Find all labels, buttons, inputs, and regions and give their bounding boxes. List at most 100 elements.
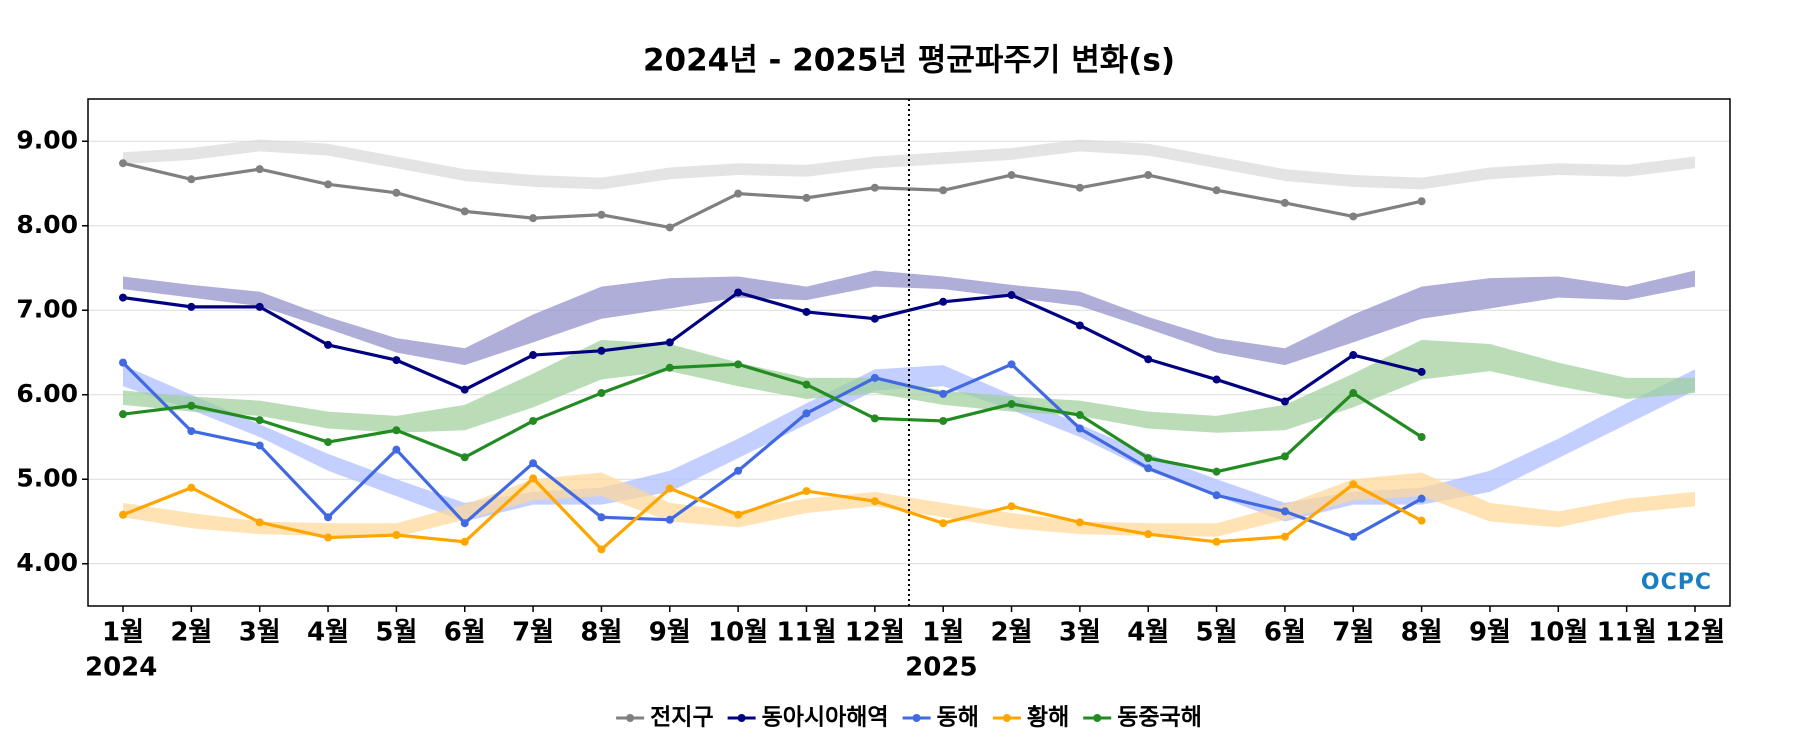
- y-tick-label: 5.00: [16, 463, 78, 492]
- legend-label: 동중국해: [1117, 705, 1202, 731]
- x-tick-label: 6월: [444, 618, 486, 648]
- point: [187, 302, 196, 311]
- point: [870, 497, 879, 506]
- point: [255, 518, 264, 527]
- year-label: 2025: [905, 653, 977, 683]
- point: [460, 537, 469, 546]
- point: [255, 165, 264, 174]
- point: [665, 515, 674, 524]
- point: [734, 360, 743, 369]
- x-tick-label: 1월: [102, 618, 144, 648]
- point: [665, 484, 674, 493]
- x-tick-label: 5월: [375, 618, 417, 648]
- point: [529, 214, 538, 223]
- legend-item: 동중국해: [1083, 705, 1202, 731]
- point: [597, 389, 606, 398]
- point: [1212, 491, 1221, 500]
- point: [870, 373, 879, 382]
- range-band: [123, 270, 1695, 366]
- x-tick-label: 3월: [1059, 618, 1101, 648]
- y-tick-label: 8.00: [16, 210, 78, 239]
- legend-item: 동해: [902, 705, 979, 731]
- x-tick-label: 1월: [922, 618, 964, 648]
- legend-item: 전지구: [616, 705, 714, 731]
- x-tick-label: 4월: [1127, 618, 1169, 648]
- x-tick-label: 4월: [307, 618, 349, 648]
- y-tick-label: 6.00: [16, 379, 78, 408]
- point: [1280, 452, 1289, 461]
- series-line: [122, 161, 1422, 230]
- point: [460, 453, 469, 462]
- point: [460, 385, 469, 394]
- point: [1280, 532, 1289, 541]
- point: [802, 380, 811, 389]
- point: [665, 223, 674, 232]
- point: [665, 338, 674, 347]
- y-tick-label: 7.00: [16, 294, 78, 323]
- point: [802, 409, 811, 418]
- chart-title: 2024년 - 2025년 평균파주기 변화(s): [643, 43, 1175, 79]
- point: [1075, 424, 1084, 433]
- point: [1007, 400, 1016, 409]
- point: [1349, 351, 1358, 360]
- point: [1144, 454, 1153, 463]
- point: [597, 210, 606, 219]
- x-tick-label: 10월: [708, 618, 768, 648]
- legend: 전지구 동아시아해역 동해 황해 동중국해: [616, 705, 1202, 731]
- point: [870, 183, 879, 192]
- point: [392, 188, 401, 197]
- point: [255, 441, 264, 450]
- legend-label: 황해: [1027, 705, 1069, 731]
- point: [939, 416, 948, 425]
- point: [1212, 467, 1221, 476]
- point: [1144, 530, 1153, 539]
- point: [119, 410, 127, 419]
- point: [187, 401, 196, 410]
- x-tick-label: 3월: [239, 618, 281, 648]
- point: [870, 314, 879, 323]
- point: [939, 186, 948, 195]
- point: [392, 445, 401, 454]
- point: [1007, 360, 1016, 369]
- point: [802, 487, 811, 496]
- point: [734, 288, 743, 297]
- point: [1075, 411, 1084, 420]
- logo: OCPC: [1641, 570, 1712, 595]
- point: [939, 297, 948, 306]
- x-tick-label: 2월: [991, 618, 1033, 648]
- x-tick-label: 9월: [1469, 618, 1511, 648]
- point: [392, 426, 401, 435]
- legend-item: 황해: [992, 705, 1069, 731]
- x-tick-label: 11월: [776, 618, 836, 648]
- series-line: [122, 362, 1423, 474]
- x-tick-label: 7월: [1332, 618, 1374, 648]
- point: [529, 351, 538, 360]
- point: [392, 531, 401, 540]
- point: [1007, 502, 1016, 511]
- y-tick-label: 4.00: [16, 548, 78, 577]
- point: [1144, 171, 1153, 180]
- point: [1417, 367, 1426, 376]
- point: [802, 193, 811, 202]
- legend-label: 전지구: [650, 705, 713, 731]
- x-tick-label: 2월: [170, 618, 212, 648]
- point: [529, 474, 538, 483]
- x-tick-label: 7월: [512, 618, 554, 648]
- point: [802, 307, 811, 316]
- point: [119, 358, 127, 367]
- plot-frame: [87, 98, 1731, 607]
- point: [597, 545, 606, 554]
- point: [597, 346, 606, 355]
- point: [119, 510, 127, 519]
- point: [529, 459, 538, 468]
- point: [255, 302, 264, 311]
- x-tick-label: 11월: [1597, 618, 1657, 648]
- point: [1417, 433, 1426, 441]
- point: [1007, 291, 1016, 300]
- legend-item: 동아시아해역: [727, 705, 889, 731]
- point: [1417, 197, 1426, 206]
- point: [1349, 212, 1358, 221]
- point: [460, 519, 469, 528]
- x-tick-label: 9월: [649, 618, 691, 648]
